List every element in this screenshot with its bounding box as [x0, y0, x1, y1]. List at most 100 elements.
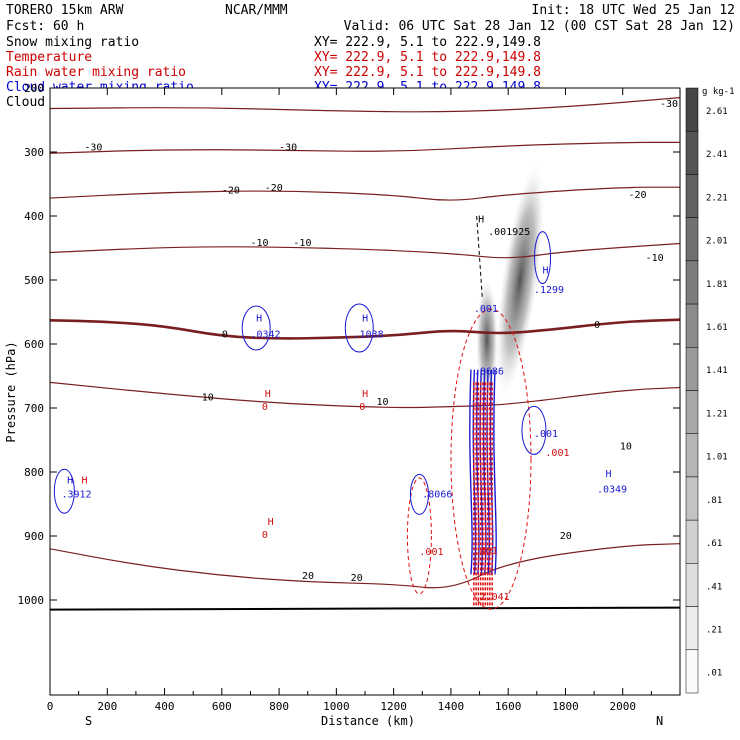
cloud-water-extremum: H	[543, 266, 549, 277]
init-time: Init: 18 UTC Wed 25 Jan 12	[532, 3, 736, 18]
field-name: Snow mixing ratio	[6, 35, 139, 50]
temperature-label: -50	[660, 54, 678, 65]
field-name: Temperature	[6, 50, 92, 65]
cloud-water-contour	[493, 369, 497, 575]
temperature-label: 20	[560, 531, 572, 542]
temperature-contour	[50, 141, 680, 154]
cloud-ice-extremum: .000154	[250, 32, 292, 43]
snow-extremum: H	[478, 214, 484, 225]
colorbar-swatch	[685, 130, 699, 175]
temperature-contour	[50, 318, 680, 340]
temperature-label: 20	[302, 571, 314, 582]
colorbar-swatch	[685, 217, 699, 262]
snow-shading	[496, 166, 544, 394]
cloud-water-extremum: .1299	[534, 285, 564, 296]
x-axis-title: Distance (km)	[321, 714, 415, 728]
rain-contour	[450, 308, 532, 610]
rain-extremum: 0	[359, 402, 365, 413]
colorbar-label: .21	[706, 626, 722, 636]
rain-contour	[406, 477, 432, 595]
colorbar-label: 2.21	[706, 193, 728, 203]
x-tick-label: 1800	[552, 700, 579, 713]
colorbar-label: 1.41	[706, 366, 728, 376]
temperature-label: -10	[250, 238, 268, 249]
colorbar-swatch	[685, 649, 699, 694]
colorbar-label: .41	[706, 582, 722, 592]
colorbar-swatch	[685, 87, 699, 132]
y-tick-label: 500	[24, 274, 44, 287]
temperature-label: 20	[351, 573, 363, 584]
colorbar-label: 2.61	[706, 107, 728, 117]
cloud-water-extremum: H	[362, 314, 368, 325]
temperature-contour	[50, 543, 680, 589]
y-axis-title: Pressure (hPa)	[4, 341, 18, 442]
colorbar-label: 1.61	[706, 323, 728, 333]
colorbar-swatch	[685, 347, 699, 391]
x-tick-label: 800	[269, 700, 289, 713]
temperature-label: -20	[222, 186, 240, 197]
x-tick-label: 200	[97, 700, 117, 713]
cloud-water-extremum: H	[67, 476, 73, 487]
temperature-label: -20	[628, 190, 646, 201]
y-tick-label: 900	[24, 530, 44, 543]
colorbar-label: 2.41	[706, 150, 728, 160]
x-tick-label: 2000	[609, 700, 636, 713]
rain-extremum: .401	[474, 546, 498, 557]
temperature-contour	[50, 242, 680, 259]
cloud-water-contour	[534, 231, 552, 285]
x-end-label-south: S	[85, 714, 92, 728]
temperature-label: -30	[279, 143, 297, 154]
y-tick-label: 300	[24, 146, 44, 159]
cloud-water-extremum: .001	[474, 304, 498, 315]
colorbar-swatch	[685, 563, 699, 607]
colorbar-swatch	[685, 303, 699, 348]
temperature-label: -10	[646, 253, 664, 264]
colorbar-label: 2.01	[706, 237, 728, 247]
x-tick-label: 1000	[323, 700, 350, 713]
rain-extremum: H	[362, 389, 368, 400]
rain-extremum: .001	[545, 448, 569, 459]
cloud-water-contour	[521, 405, 547, 455]
x-tick-label: 1400	[438, 700, 465, 713]
terrain-line	[50, 606, 680, 611]
colorbar-swatch	[685, 260, 699, 305]
colorbar-label: 1.21	[706, 409, 728, 419]
temperature-label: 0	[222, 330, 228, 341]
rain-extremum: 2.041	[480, 592, 510, 603]
y-tick-label: 600	[24, 338, 44, 351]
cloud-water-contour	[53, 468, 75, 514]
colorbar-label: 1.01	[706, 453, 728, 463]
cloud-water-contour	[241, 305, 271, 351]
temperature-label: -10	[293, 238, 311, 249]
rain-extremum: H	[82, 476, 88, 487]
x-tick-label: 0	[47, 700, 54, 713]
colorbar-unit: g kg-1	[702, 87, 735, 97]
temperature-contour	[50, 381, 680, 409]
x-end-label-north: N	[656, 714, 663, 728]
colorbar: 2.61 2.41 2.21 2.01 1.81 1.61 1.41 1.21 1.01 .81.…	[685, 87, 735, 694]
model-title: TORERO 15km ARW	[6, 3, 124, 18]
cloud-water-extremum: .1038	[354, 330, 384, 341]
rain-extremum: H	[265, 389, 271, 400]
cloud-water-contour	[475, 369, 480, 575]
temperature-label: 10	[202, 392, 214, 403]
temperature-label: 10	[620, 442, 632, 453]
x-tick-label: 1200	[380, 700, 407, 713]
temperature-contour	[50, 186, 680, 201]
cloud-water-contour	[409, 473, 429, 515]
colorbar-swatch	[685, 433, 699, 478]
temperature-label: -30	[84, 143, 102, 154]
cloud-water-extremum: H	[256, 314, 262, 325]
x-tick-label: 400	[155, 700, 175, 713]
colorbar-label: .61	[706, 539, 722, 549]
colorbar-swatch	[685, 519, 699, 564]
cloud-water-contour	[482, 369, 487, 575]
colorbar-label: .01	[706, 669, 722, 679]
colorbar-swatch	[685, 390, 699, 434]
field-xy: XY= 222.9, 5.1 to 222.9,149.8	[314, 65, 541, 80]
field-xy: XY= 222.9, 5.1 to 222.9,149.8	[314, 50, 541, 65]
field-name: Rain water mixing ratio	[6, 65, 186, 80]
temperature-label: 0	[594, 320, 600, 331]
snow-extremum: .001925	[488, 227, 530, 238]
